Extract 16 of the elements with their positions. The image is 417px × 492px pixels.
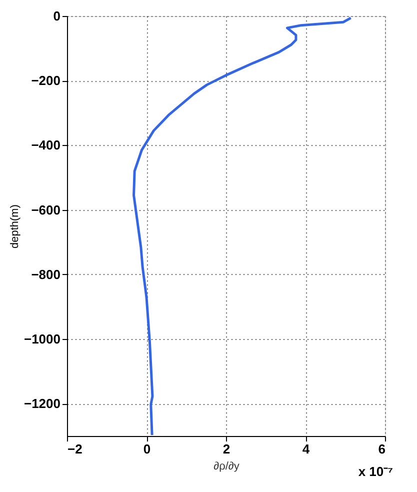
y-axis-title: depth(m) xyxy=(8,204,21,249)
x-tick-label: 4 xyxy=(302,442,310,456)
x-tick-label: −2 xyxy=(68,442,82,456)
text: x 10⁻⁷ xyxy=(358,464,393,479)
y-tick-label: −1000 xyxy=(24,332,60,347)
x-tick-label: 6 xyxy=(378,442,386,456)
y-tick-label: −800 xyxy=(31,266,60,282)
y-tick-label: −200 xyxy=(31,73,60,88)
y-tick-label: −1200 xyxy=(24,396,60,412)
x-tick-label: 2 xyxy=(222,442,230,456)
y-tick-label: 0 xyxy=(53,8,60,24)
line-series xyxy=(132,16,352,436)
x-axis-title: ∂ρ/∂y xyxy=(214,460,240,472)
y-tick-label: −400 xyxy=(31,138,60,153)
y-tick-label: −600 xyxy=(31,202,60,218)
x-tick-label: 0 xyxy=(143,442,151,456)
